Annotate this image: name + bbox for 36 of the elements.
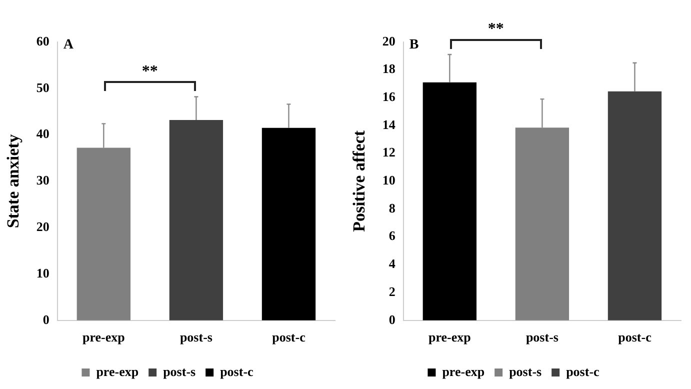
y-tick-label: 12: [382, 144, 396, 160]
y-tick-label: 18: [382, 61, 396, 76]
y-tick-label: 50: [36, 80, 50, 95]
y-tick-label: 60: [36, 33, 50, 48]
y-tick-label: 8: [388, 200, 396, 216]
y-tick-label: 20: [36, 218, 50, 234]
y-tick-label: 4: [388, 256, 396, 272]
x-tick-label: post-s: [526, 330, 558, 345]
y-tick-label: 0: [388, 312, 396, 327]
y-tick-label: 16: [382, 89, 396, 104]
chart-title: A: [63, 38, 74, 53]
x-tick-label: pre-exp: [82, 330, 125, 345]
y-tick-label: 10: [382, 172, 396, 188]
y-tick-label: 40: [36, 126, 50, 142]
text: **: [488, 20, 504, 38]
y-axis-title: State anxiety: [4, 134, 23, 228]
legend-label: post-c: [566, 364, 600, 379]
legend-label: post-s: [509, 364, 542, 379]
x-tick-label: post-c: [618, 330, 652, 345]
legend-label: pre-exp: [96, 364, 139, 379]
x-tick-label: post-c: [272, 330, 306, 345]
y-axis-title: Positive affect: [350, 130, 369, 232]
legend-label: post-c: [220, 364, 254, 379]
y-tick-label: 14: [382, 116, 396, 132]
x-tick-label: pre-exp: [428, 330, 471, 345]
y-tick-label: 10: [36, 265, 50, 280]
y-tick-label: 20: [382, 33, 396, 48]
annotation: **: [142, 62, 158, 80]
chart-title: B: [409, 38, 419, 53]
legend-label: pre-exp: [442, 364, 485, 379]
y-tick-label: 6: [388, 228, 396, 244]
y-tick-label: 30: [36, 172, 50, 188]
x-tick-label: post-s: [180, 330, 212, 345]
legend-label: post-s: [163, 364, 196, 379]
y-tick-label: 2: [388, 284, 396, 299]
y-tick-label: 0: [42, 312, 50, 327]
